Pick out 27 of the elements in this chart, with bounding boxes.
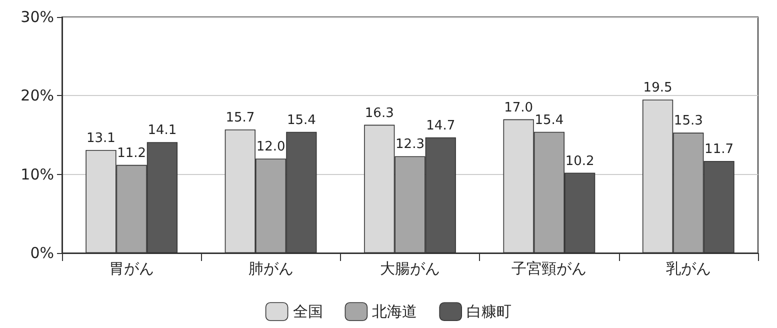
y-tick-label: 10%: [20, 165, 54, 184]
data-label: 15.3: [674, 114, 703, 129]
data-label: 14.7: [426, 118, 456, 134]
x-tick-label: 子宮頸がん: [512, 260, 587, 278]
y-tick-label: 30%: [20, 8, 54, 26]
data-label: 19.5: [643, 80, 672, 96]
x-tick-label: 大腸がん: [380, 260, 440, 278]
x-tick-label: 胃がん: [109, 260, 154, 278]
data-label: 12.0: [256, 140, 286, 155]
data-label: 11.2: [117, 146, 146, 161]
data-label: 16.3: [364, 106, 394, 121]
data-label: 10.2: [565, 154, 594, 169]
data-label: 13.1: [86, 130, 116, 146]
legend-label: 全国: [292, 302, 323, 321]
data-label: 15.4: [534, 112, 564, 128]
y-tick-label: 0%: [30, 244, 54, 262]
x-tick-label: 乳がん: [666, 260, 711, 278]
data-label: 12.3: [396, 137, 424, 152]
data-label: 14.1: [148, 123, 177, 138]
data-label: 11.7: [704, 142, 734, 157]
data-label: 15.7: [226, 110, 255, 126]
legend-label: 北海道: [372, 302, 418, 321]
legend-label: 白糠町: [466, 302, 512, 321]
x-tick-label: 肺がん: [248, 260, 294, 278]
y-tick-label: 20%: [20, 86, 54, 105]
data-label: 17.0: [504, 100, 534, 116]
data-label: 15.4: [286, 112, 316, 128]
